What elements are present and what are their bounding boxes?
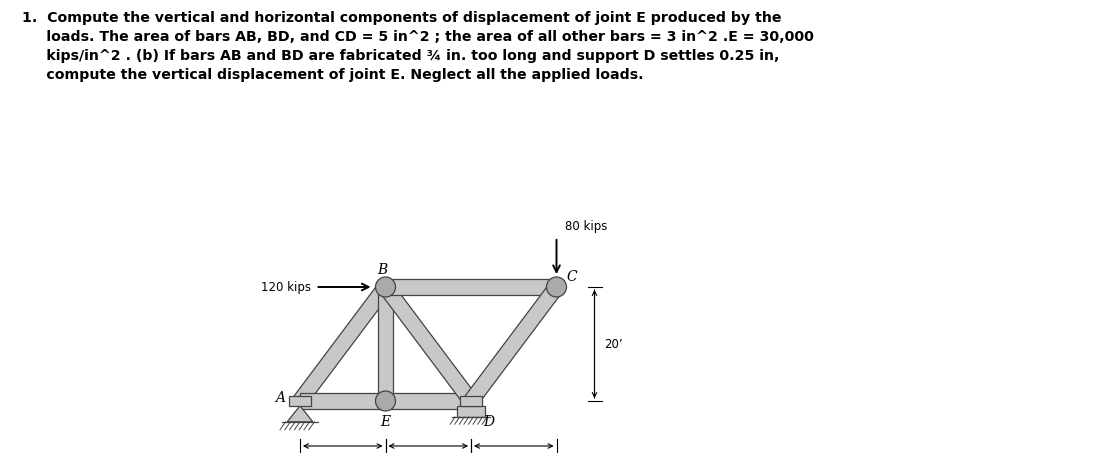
- Polygon shape: [456, 406, 485, 417]
- Polygon shape: [288, 406, 313, 422]
- Polygon shape: [294, 282, 391, 405]
- Circle shape: [547, 277, 566, 297]
- Text: 1.  Compute the vertical and horizontal components of displacement of joint E pr: 1. Compute the vertical and horizontal c…: [22, 11, 814, 82]
- Polygon shape: [289, 396, 311, 406]
- Polygon shape: [386, 393, 471, 409]
- Text: B: B: [377, 263, 388, 277]
- Polygon shape: [465, 282, 563, 405]
- Text: D: D: [484, 415, 495, 429]
- Circle shape: [376, 277, 396, 297]
- Polygon shape: [386, 279, 557, 295]
- Circle shape: [376, 391, 396, 411]
- Polygon shape: [300, 393, 386, 409]
- Polygon shape: [460, 396, 483, 406]
- Text: A: A: [276, 391, 285, 405]
- Text: C: C: [566, 270, 576, 284]
- Polygon shape: [379, 282, 477, 405]
- Text: 20’: 20’: [605, 337, 623, 351]
- Text: 120 kips: 120 kips: [260, 280, 311, 294]
- Polygon shape: [378, 287, 393, 401]
- Text: 80 kips: 80 kips: [564, 220, 607, 233]
- Text: E: E: [380, 415, 390, 429]
